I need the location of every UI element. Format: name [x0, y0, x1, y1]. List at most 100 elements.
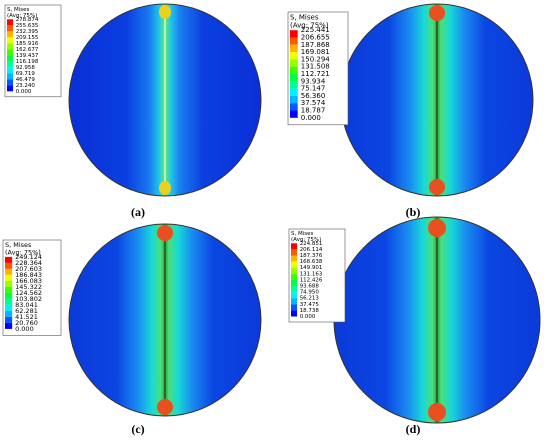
legend-swatch [5, 316, 13, 323]
legend-swatch [290, 74, 298, 82]
legend-value: 139.437 [16, 53, 39, 59]
legend-value: 145.322 [15, 283, 42, 291]
legend-subtitle: (Avg: 75%) [5, 248, 41, 256]
legend-swatch [7, 43, 14, 50]
legend-value: 278.874 [16, 17, 39, 23]
legend-value: 225.441 [301, 26, 330, 34]
legend-value: 116.198 [16, 59, 39, 65]
legend-value: 131.508 [301, 63, 330, 71]
legend-value: 166.083 [15, 277, 42, 285]
legend-value: 131.163 [300, 271, 323, 277]
legend-swatch [291, 255, 298, 262]
legend-swatch [290, 44, 298, 53]
panel-d-plot [333, 216, 541, 424]
legend-value: 69.719 [16, 71, 36, 77]
legend-swatch [290, 59, 298, 67]
legend-value: 206.114 [300, 247, 323, 253]
caption: (c) [131, 422, 144, 436]
legend-swatch [291, 298, 298, 305]
legend-value: 92.958 [16, 65, 36, 71]
legend-swatch [290, 52, 298, 60]
legend-value: 255.635 [16, 23, 39, 29]
legend-swatch [290, 37, 298, 45]
legend-swatch [7, 61, 14, 68]
legend-value: 20.760 [15, 319, 38, 327]
legend-swatch [290, 110, 298, 118]
legend-value: 206.655 [301, 34, 330, 42]
legend-swatch [7, 73, 14, 80]
legend-swatch [291, 273, 298, 280]
legend-value: 186.843 [15, 271, 42, 279]
legend-swatch [7, 67, 14, 74]
legend-swatch [7, 31, 14, 38]
legend-swatch [5, 280, 13, 287]
legend-subtitle: (Avg: 75%) [290, 21, 329, 29]
legend-value: 93.688 [300, 284, 320, 290]
legend-value: 0.000 [16, 89, 32, 95]
legend-value: 0.000 [15, 325, 34, 333]
legend-subtitle: (Avg: 75%) [7, 13, 37, 19]
legend-swatch [290, 81, 298, 89]
legend-swatch [5, 298, 13, 305]
legend-swatch [5, 310, 13, 317]
legend-box [287, 11, 349, 126]
legend-box [4, 4, 62, 98]
legend-value: 0.000 [301, 114, 321, 122]
legend-swatch [5, 268, 13, 275]
legend-value: 23.240 [16, 83, 36, 89]
legend-swatch [290, 66, 298, 74]
legend-swatch [290, 103, 298, 111]
legend-value: 56.213 [300, 296, 320, 302]
legend-value: 224.851 [300, 241, 323, 247]
legend-value: 41.521 [15, 313, 38, 321]
legend-swatch [291, 304, 298, 311]
legend-value: 75.147 [301, 85, 326, 93]
legend-value: 169.081 [301, 48, 330, 56]
legend-value: 83.041 [15, 301, 38, 309]
legend-title: S, Mises [7, 7, 30, 13]
legend-value: 56.360 [301, 92, 326, 100]
legend-swatch [5, 262, 13, 269]
legend-swatch [291, 249, 298, 256]
legend-value: 185.916 [16, 41, 39, 47]
legend-value: 103.802 [15, 295, 42, 303]
legend-value: 18.738 [300, 308, 320, 314]
legend-swatch [291, 243, 298, 250]
legend-value: 209.155 [16, 35, 39, 41]
legend-swatch [7, 49, 14, 56]
legend-title: S, Mises [291, 231, 314, 237]
legend-value: 112.721 [301, 70, 330, 78]
legend-swatch [7, 25, 14, 32]
legend-value: 46.479 [16, 77, 36, 83]
legend-swatch [291, 267, 298, 274]
legend-value: 232.395 [16, 29, 39, 35]
legend-swatch [290, 95, 298, 104]
legend-value: 74.950 [300, 290, 320, 296]
caption: (a) [131, 205, 145, 219]
legend-value: 124.562 [15, 289, 42, 297]
legend-swatch [290, 30, 298, 38]
legend-box [2, 239, 62, 336]
legend-title: S, Mises [5, 241, 32, 249]
legend-value: 62.281 [15, 307, 38, 315]
legend-swatch [291, 279, 298, 286]
legend-value: 93.934 [301, 77, 326, 85]
legend-value: 249.124 [15, 253, 42, 261]
legend-subtitle: (Avg: 75%) [291, 237, 321, 243]
legend-swatch [5, 286, 13, 293]
legend-swatch [290, 88, 298, 96]
panel-c-plot [68, 223, 262, 417]
legend-box [288, 228, 346, 323]
legend-swatch [5, 322, 13, 329]
panel-b-plot [340, 3, 534, 197]
legend-value: 168.638 [300, 259, 323, 265]
legend-value: 150.294 [301, 55, 330, 63]
legend-value: 112.426 [300, 277, 323, 283]
legend-swatch [291, 261, 298, 268]
legend-swatch [7, 85, 14, 92]
legend-value: 37.574 [301, 99, 326, 107]
legend-swatch [5, 304, 13, 311]
caption: (d) [406, 422, 421, 436]
legend-swatch [5, 292, 13, 299]
